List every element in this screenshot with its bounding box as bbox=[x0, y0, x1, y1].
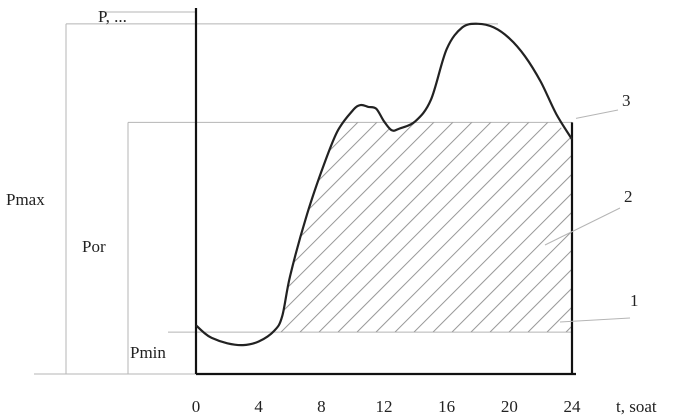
hatch-line bbox=[204, 122, 446, 333]
x-tick-label: 16 bbox=[438, 397, 455, 416]
hatch-line bbox=[196, 122, 332, 333]
hatch-line bbox=[261, 122, 503, 333]
hatch-line bbox=[242, 122, 484, 333]
hatch-line bbox=[489, 122, 572, 333]
hatch-line bbox=[318, 122, 560, 333]
reference-lines bbox=[34, 11, 572, 375]
hatch-line bbox=[196, 122, 237, 333]
hatch-line bbox=[470, 122, 572, 333]
hatch-line bbox=[642, 92, 675, 332]
hatch-line bbox=[451, 122, 572, 333]
hatch-line bbox=[337, 122, 572, 333]
hatch-line bbox=[196, 122, 275, 333]
pmin-label: Pmin bbox=[130, 343, 166, 362]
hatch-line bbox=[299, 122, 541, 333]
x-axis-label: t, soat bbox=[616, 397, 657, 416]
y-axis-label: P, ... bbox=[98, 7, 127, 26]
x-tick-label: 0 bbox=[192, 397, 201, 416]
hatch-line bbox=[508, 122, 572, 333]
hatch-line bbox=[413, 122, 572, 333]
hatch-line bbox=[280, 122, 522, 333]
x-tick-label: 8 bbox=[317, 397, 326, 416]
hatch-line bbox=[604, 92, 675, 332]
x-tick-label: 4 bbox=[254, 397, 263, 416]
marker-2-leader bbox=[544, 207, 621, 246]
marker-1-leader bbox=[559, 317, 631, 323]
hatch-line bbox=[196, 122, 389, 333]
hatch-line bbox=[196, 122, 313, 333]
hatch-line bbox=[223, 122, 465, 333]
hatch-line bbox=[356, 122, 572, 333]
hatch-line bbox=[394, 122, 572, 333]
marker-3-label: 3 bbox=[622, 91, 631, 110]
hatch-line bbox=[565, 122, 572, 333]
hatch-line bbox=[196, 122, 294, 333]
por-label: Por bbox=[82, 237, 106, 256]
x-tick-label: 12 bbox=[376, 397, 393, 416]
hatch-line bbox=[527, 122, 572, 333]
x-tick-label: 20 bbox=[501, 397, 518, 416]
hatch-line bbox=[196, 122, 370, 333]
x-tick-labels: 0 4 8 12 16 20 24 bbox=[192, 397, 581, 416]
pmax-label: Pmax bbox=[6, 190, 45, 209]
hatch-line bbox=[661, 92, 675, 332]
hatch-line bbox=[432, 122, 572, 333]
hatch-line bbox=[375, 122, 572, 333]
hatched-average-load-area bbox=[196, 92, 675, 333]
marker-leaders bbox=[544, 109, 631, 323]
marker-2-label: 2 bbox=[624, 187, 633, 206]
hatch-line bbox=[196, 122, 256, 333]
marker-3-leader bbox=[575, 109, 619, 119]
x-tick-label: 24 bbox=[564, 397, 582, 416]
hatch-line bbox=[196, 122, 351, 333]
marker-1-label: 1 bbox=[630, 291, 639, 310]
load-curve bbox=[195, 22, 573, 347]
